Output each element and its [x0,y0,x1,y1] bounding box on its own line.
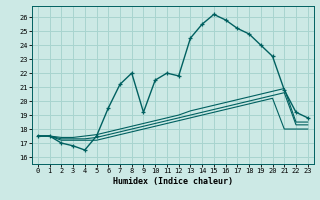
X-axis label: Humidex (Indice chaleur): Humidex (Indice chaleur) [113,177,233,186]
